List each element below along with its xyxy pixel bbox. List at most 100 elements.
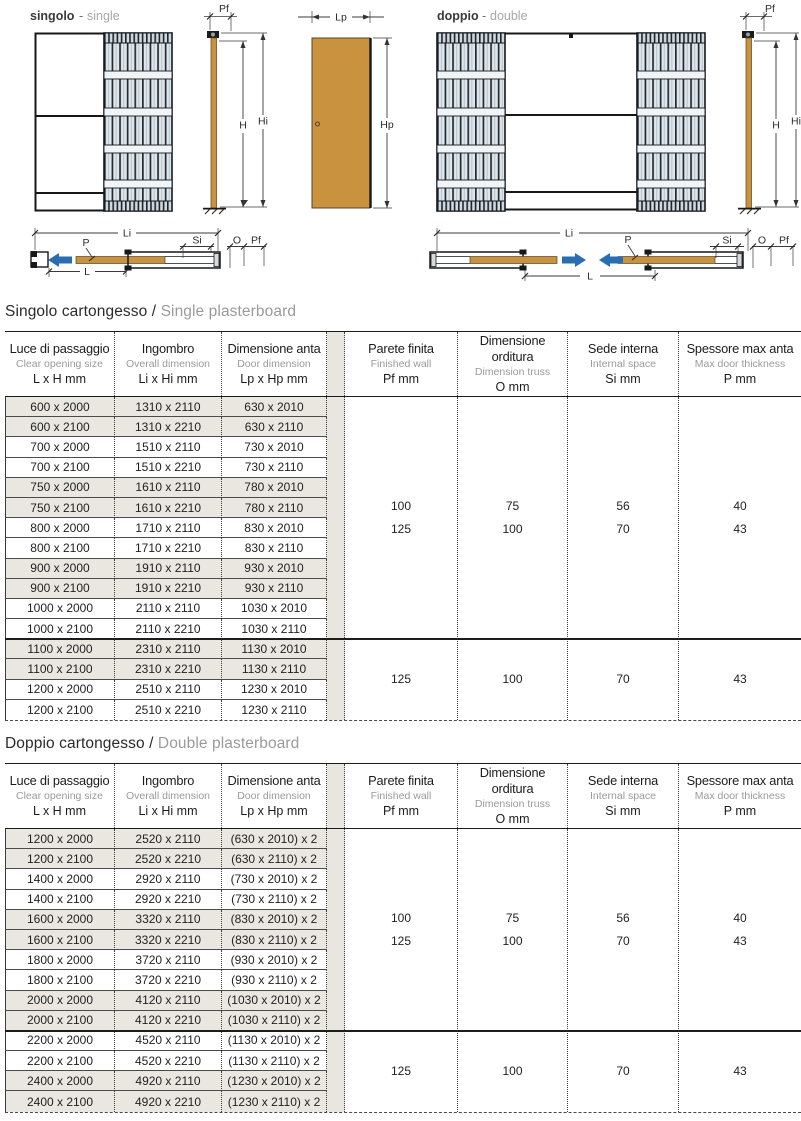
double-table-section: Doppio cartongesso / Double plasterboard… bbox=[5, 734, 801, 1113]
slide-direction-arrow-left bbox=[599, 253, 623, 267]
table-cell: (1030 x 2110) x 2 bbox=[222, 1010, 327, 1031]
value: 40 bbox=[733, 499, 747, 514]
double-label-en: double bbox=[490, 9, 528, 23]
section-title-en: Double plasterboard bbox=[157, 735, 300, 752]
dim-label-l: L bbox=[587, 271, 593, 283]
dim-label-li: Li bbox=[123, 228, 131, 240]
group-separator bbox=[5, 1030, 801, 1032]
table-cell: 3720 x 2110 bbox=[115, 950, 222, 971]
double-diagram-label: doppio - double bbox=[437, 9, 528, 23]
table-cell: 4520 x 2210 bbox=[115, 1051, 222, 1072]
single-door-panel: Lp Hp bbox=[298, 11, 394, 209]
dim-label-l: L bbox=[84, 266, 90, 278]
table-cell: 1310 x 2110 bbox=[115, 397, 222, 418]
pocket-frame-plan bbox=[127, 251, 221, 269]
header-it: Spessore max anta bbox=[686, 773, 794, 788]
column-header-sede: Sede interna Internal space Si mm bbox=[568, 332, 679, 396]
table-cell: 1230 x 2010 bbox=[222, 679, 327, 700]
table-cell: 930 x 2010 bbox=[222, 558, 327, 579]
header-en: Internal space bbox=[590, 790, 656, 802]
group-separator bbox=[5, 638, 801, 641]
table-cell: 700 x 2100 bbox=[5, 457, 115, 478]
single-label-sep: - bbox=[79, 9, 83, 23]
table-cell: 930 x 2110 bbox=[222, 578, 327, 599]
table-cell: 2920 x 2210 bbox=[115, 889, 222, 910]
header-en: Clear opening size bbox=[16, 790, 103, 802]
single-plan-view: Li P Si O Pf bbox=[30, 228, 268, 278]
table-cell: (630 x 2010) x 2 bbox=[222, 829, 327, 850]
column-header-luce: Luce di passaggio Clear opening size L x… bbox=[5, 332, 115, 396]
value: 75 bbox=[505, 910, 520, 925]
table-body-double: 1200 x 2000 2520 x 2110 (630 x 2010) x 2 12… bbox=[5, 829, 801, 1113]
value: 43 bbox=[733, 672, 747, 687]
value: 100 bbox=[502, 933, 523, 948]
dim-label-p: P bbox=[82, 237, 89, 249]
header-code: P mm bbox=[723, 804, 757, 818]
header-it: Parete finita bbox=[368, 773, 434, 788]
group-value-p: 43 bbox=[679, 1031, 801, 1112]
technical-drawings: singolo - single Pf bbox=[30, 3, 801, 283]
header-code: Li x Hi mm bbox=[138, 372, 198, 386]
header-it: Dimensione anta bbox=[227, 341, 321, 356]
table-cell: 1130 x 2110 bbox=[222, 659, 327, 680]
dim-label-lp: Lp bbox=[335, 12, 347, 24]
table-cell: (830 x 2110) x 2 bbox=[222, 929, 327, 951]
table-cell: 1100 x 2100 bbox=[5, 659, 115, 680]
column-header-spessore: Spessore max anta Max door thickness P m… bbox=[679, 764, 801, 828]
group-value-si: 56 70 bbox=[568, 829, 679, 1031]
column-header-ingombro: Ingombro Overall dimension Li x Hi mm bbox=[115, 764, 222, 828]
value: 70 bbox=[616, 522, 630, 537]
gap-column bbox=[327, 829, 345, 1112]
header-en: Door dimension bbox=[237, 790, 311, 802]
header-en: Dimension truss bbox=[474, 366, 551, 378]
table-cell: 1610 x 2210 bbox=[115, 497, 222, 519]
dim-label-pf: Pf bbox=[765, 3, 775, 15]
table-cell: 4920 x 2210 bbox=[115, 1091, 222, 1112]
value: 125 bbox=[390, 672, 412, 687]
table-cell: 1600 x 2100 bbox=[5, 929, 115, 951]
header-code: Lp x Hp mm bbox=[240, 372, 308, 386]
header-code: L x H mm bbox=[32, 372, 86, 386]
value: 100 bbox=[502, 1063, 523, 1078]
value: 56 bbox=[616, 910, 630, 925]
value: 125 bbox=[390, 1063, 412, 1078]
column-header-spessore: Spessore max anta Max door thickness P m… bbox=[679, 332, 801, 396]
table-cell: 1200 x 2000 bbox=[5, 829, 115, 850]
group-value-o: 75 100 bbox=[458, 397, 568, 640]
section-title-it: Doppio cartongesso / bbox=[5, 735, 154, 752]
dim-label-hp: Hp bbox=[380, 119, 394, 131]
table-cell: 2400 x 2100 bbox=[5, 1091, 115, 1112]
gap-column bbox=[327, 397, 345, 720]
column-header-orditura: Dimensione orditura Dimension truss O mm bbox=[458, 764, 568, 828]
table-cell: 3320 x 2210 bbox=[115, 929, 222, 951]
table-cell: 630 x 2010 bbox=[222, 397, 327, 418]
table-header: Luce di passaggio Clear opening size L x… bbox=[5, 331, 801, 397]
header-code: P mm bbox=[723, 372, 757, 386]
header-en: Overall dimension bbox=[125, 358, 211, 370]
dim-label-pf: Pf bbox=[219, 3, 229, 15]
column-header-orditura: Dimensione orditura Dimension truss O mm bbox=[458, 332, 568, 396]
table-cell: (930 x 2010) x 2 bbox=[222, 950, 327, 971]
column-header-sede: Sede interna Internal space Si mm bbox=[568, 764, 679, 828]
table-cell: 4520 x 2110 bbox=[115, 1030, 222, 1052]
group-value-p: 40 43 bbox=[679, 397, 801, 639]
value: 100 bbox=[390, 499, 412, 514]
column-header-luce: Luce di passaggio Clear opening size L x… bbox=[5, 764, 115, 828]
double-front-view bbox=[436, 32, 706, 212]
door-leaf bbox=[311, 37, 371, 209]
header-code: Pf mm bbox=[382, 372, 420, 386]
section-title-it: Singolo cartongesso / bbox=[5, 303, 157, 320]
table-cell: 1510 x 2110 bbox=[115, 437, 222, 458]
table-cell: 2000 x 2000 bbox=[5, 990, 115, 1011]
header-code: O mm bbox=[495, 812, 530, 826]
door-plan-left bbox=[469, 256, 558, 264]
wall-section bbox=[210, 37, 217, 209]
header-en: Clear opening size bbox=[16, 358, 103, 370]
table-cell: 1000 x 2100 bbox=[5, 619, 115, 640]
group-value-p: 43 bbox=[679, 639, 801, 720]
table-cell: (630 x 2110) x 2 bbox=[222, 849, 327, 870]
group-value-pf: 100 125 bbox=[345, 397, 458, 640]
table-header: Luce di passaggio Clear opening size L x… bbox=[5, 763, 801, 829]
table-cell: 1130 x 2010 bbox=[222, 639, 327, 660]
